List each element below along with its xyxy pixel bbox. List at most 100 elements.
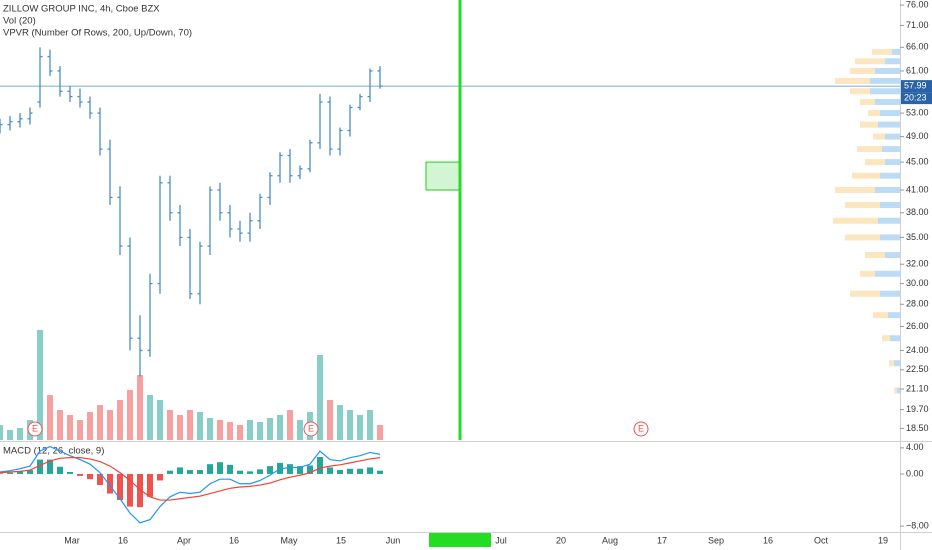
vpvr-up xyxy=(897,387,900,394)
vpvr-up xyxy=(882,146,900,153)
volume-bar xyxy=(367,410,373,440)
y-tick-label: 30.00 xyxy=(906,278,929,288)
y-tick-label: 41.00 xyxy=(906,184,929,194)
x-tick-label: 15 xyxy=(336,535,346,545)
vpvr-up xyxy=(880,172,900,179)
vpvr-up xyxy=(875,270,900,277)
macd-line xyxy=(0,445,381,524)
volume-bar xyxy=(47,395,53,440)
last-price-label: 57.99 xyxy=(904,80,927,90)
macd-histogram xyxy=(317,457,323,474)
macd-histogram xyxy=(47,459,53,474)
vpvr-up xyxy=(885,58,900,65)
volume-bar xyxy=(317,355,323,440)
vertical-line-label xyxy=(429,533,491,547)
macd-histogram xyxy=(257,469,263,474)
x-tick-label: 20 xyxy=(556,535,566,545)
volume-bar xyxy=(267,418,273,440)
volume-bar xyxy=(207,418,213,440)
vpvr-down xyxy=(852,172,880,179)
macd-histogram xyxy=(287,464,293,474)
volume-bar xyxy=(377,425,383,440)
macd-tick-label: 4.00 xyxy=(906,442,924,452)
macd-histogram xyxy=(267,466,273,474)
title: ZILLOW GROUP INC, 4h, Cboe BZX xyxy=(3,4,160,15)
vpvr-down xyxy=(865,159,885,166)
macd-histogram xyxy=(327,467,333,474)
volume-bar xyxy=(7,430,13,440)
volume-bar xyxy=(167,410,173,440)
macd-histogram xyxy=(127,473,133,507)
volume-bar xyxy=(17,428,23,440)
y-tick-label: 35.00 xyxy=(906,232,929,242)
vpvr-up xyxy=(894,360,900,367)
y-tick-label: 28.00 xyxy=(906,299,929,309)
y-tick-label: 22.50 xyxy=(906,364,929,374)
y-tick-label: 21.10 xyxy=(906,383,929,393)
vpvr-down xyxy=(868,110,880,117)
volume-bar xyxy=(127,390,133,440)
volume-bar xyxy=(117,400,123,440)
volume-bar xyxy=(217,420,223,440)
macd-tick-label: −8.00 xyxy=(906,521,929,531)
volume-bar xyxy=(237,425,243,440)
vpvr-up xyxy=(880,201,900,208)
volume-bar xyxy=(147,395,153,440)
vpvr-down xyxy=(835,77,870,84)
vpvr-up xyxy=(870,88,900,95)
macd-histogram xyxy=(97,473,103,486)
vpvr-up xyxy=(878,217,900,224)
volume-bar xyxy=(347,410,353,440)
drawn-box xyxy=(425,161,461,191)
x-tick-label: Aug xyxy=(602,535,618,545)
volume-bar xyxy=(57,410,63,440)
y-tick-label: 76.00 xyxy=(906,0,929,9)
x-tick-label: Jul xyxy=(495,535,507,545)
volume-bar xyxy=(0,425,3,440)
macd-histogram xyxy=(27,470,33,474)
vpvr-up xyxy=(875,98,900,105)
vpvr-up xyxy=(885,252,900,259)
x-tick-label: 19 xyxy=(878,535,888,545)
macd-histogram xyxy=(337,470,343,474)
vpvr-down xyxy=(873,133,885,140)
vpvr-down xyxy=(857,146,882,153)
macd-tick-label: 0.00 xyxy=(906,468,924,478)
countdown-box xyxy=(901,92,932,105)
y-tick-label: 71.00 xyxy=(906,20,929,30)
macd-histogram xyxy=(247,471,253,474)
macd-histogram xyxy=(187,470,193,474)
vpvr-up xyxy=(888,312,900,319)
vpvr-down xyxy=(882,335,890,342)
y-tick-label: 26.00 xyxy=(906,321,929,331)
volume-bar xyxy=(257,422,263,440)
vpvr-down xyxy=(833,217,878,224)
vpvr-down xyxy=(865,252,885,259)
y-tick-label: 66.00 xyxy=(906,42,929,52)
y-tick-label: 38.00 xyxy=(906,207,929,217)
vpvr-down xyxy=(894,387,897,394)
vpvr-up xyxy=(885,133,900,140)
x-tick-label: Apr xyxy=(177,535,191,545)
vpvr-up xyxy=(885,159,900,166)
x-tick-label: May xyxy=(280,535,298,545)
volume-bar xyxy=(247,420,253,440)
macd-histogram xyxy=(17,471,23,474)
volume-bar xyxy=(197,412,203,440)
macd-histogram xyxy=(177,467,183,474)
macd-histogram xyxy=(57,466,63,474)
y-tick-label: 49.00 xyxy=(906,131,929,141)
macd-histogram xyxy=(227,464,233,474)
macd-histogram xyxy=(237,470,243,474)
volume-bar xyxy=(137,375,143,440)
volume-bar xyxy=(107,410,113,440)
volume-bar xyxy=(97,405,103,440)
vpvr-up xyxy=(880,290,900,297)
vpvr-down xyxy=(850,290,880,297)
last-price-box xyxy=(901,80,932,93)
macd-histogram xyxy=(367,467,373,474)
macd-histogram xyxy=(297,466,303,474)
macd-histogram xyxy=(147,473,153,497)
vpvr-down xyxy=(873,312,888,319)
